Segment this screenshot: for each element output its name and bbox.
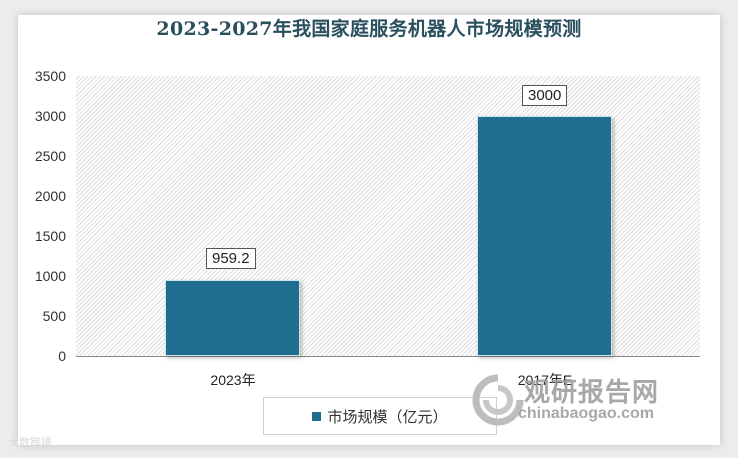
y-tick-2500: 2500	[34, 148, 66, 164]
y-tick-3000: 3000	[34, 108, 66, 124]
y-tick-3500: 3500	[34, 68, 66, 84]
y-tick-1000: 1000	[34, 268, 66, 284]
data-label-2027e: 3000	[522, 85, 568, 106]
legend-label: 市场规模（亿元）	[327, 408, 448, 426]
y-tick-0: 0	[58, 348, 66, 364]
legend[interactable]: 市场规模（亿元）	[263, 397, 497, 435]
bar-2023[interactable]	[165, 280, 300, 356]
data-label-2023: 959.2	[206, 248, 256, 269]
corner-watermark: 大数跨境	[8, 437, 52, 449]
x-label-2023: 2023年	[210, 372, 256, 388]
chart-title: 2023-2027年我国家庭服务机器人市场规模预测	[156, 18, 582, 40]
legend-swatch-icon	[312, 411, 322, 421]
x-label-2027e: 2017年E	[517, 372, 573, 388]
bar-2027e[interactable]	[477, 116, 612, 356]
y-tick-500: 500	[42, 308, 66, 324]
watermark-logo-icon	[472, 374, 524, 426]
watermark-cn: 观研报告网	[524, 377, 660, 407]
y-tick-1500: 1500	[34, 228, 66, 244]
y-tick-2000: 2000	[34, 188, 66, 204]
watermark-en: chinabaogao.com	[518, 405, 655, 422]
